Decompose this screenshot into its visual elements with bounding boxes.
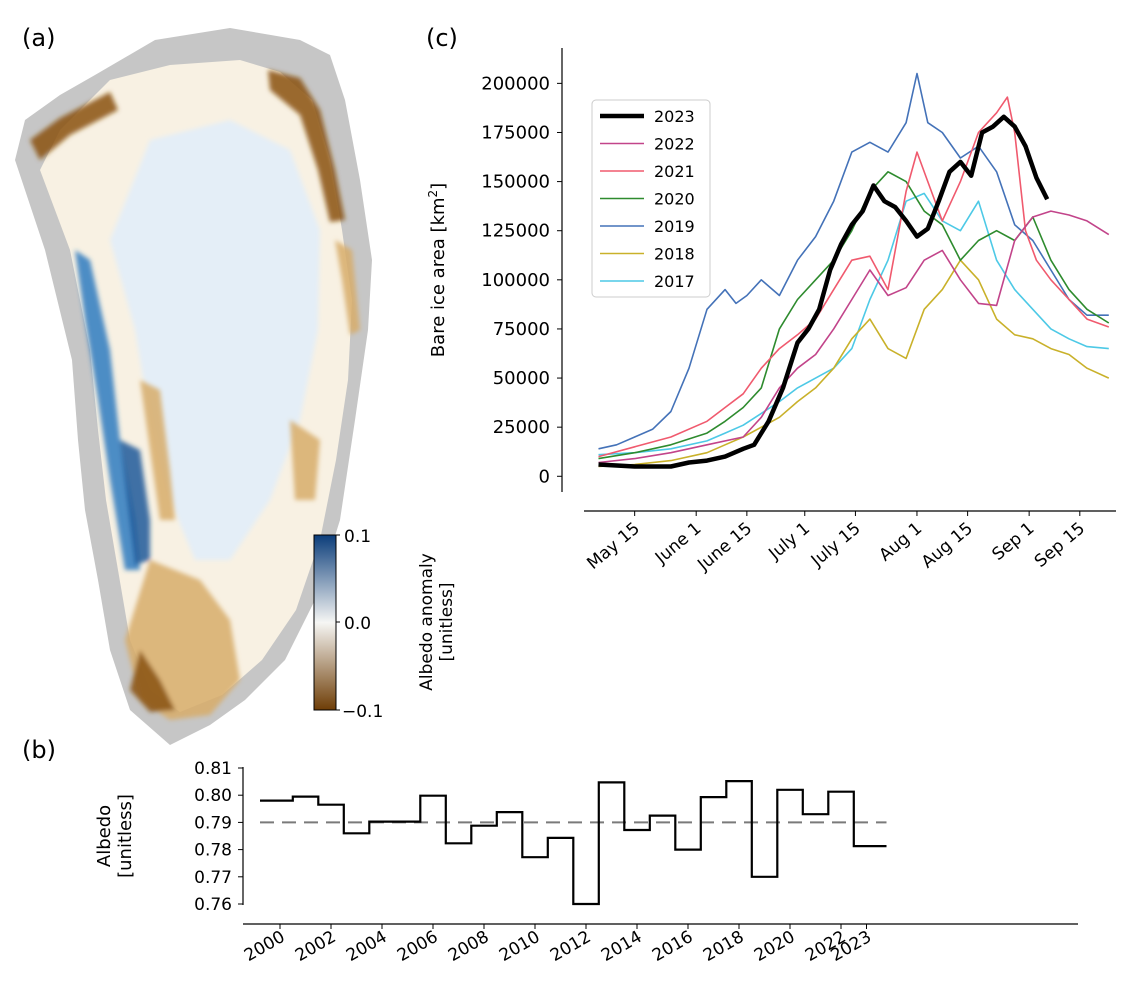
x-tick-label: 2018 <box>700 927 747 966</box>
series-line-2018 <box>598 259 1110 468</box>
y-axis-label-line1: Albedo <box>94 805 115 867</box>
x-tick-label: 2014 <box>598 927 645 966</box>
albedo-chart: 0.810.800.790.780.770.76 2000 2002 2004 200… <box>94 759 1078 966</box>
margin-anomaly-region <box>140 380 175 520</box>
margin-anomaly-region <box>130 650 175 712</box>
bare-ice-area-chart: 200000 175000 150000 125000 100000 75000 50000… <box>426 48 1116 576</box>
x-tick-label: 2012 <box>547 927 594 966</box>
greenland-albedo-anomaly-map <box>15 28 372 745</box>
series-line-2017 <box>598 192 1109 456</box>
colorbar-tick-label: 0.0 <box>344 614 371 634</box>
y-ticks: 200000 175000 150000 125000 100000 75000 50000… <box>481 73 562 487</box>
legend-frame <box>591 99 711 298</box>
y-tick-label: 200000 <box>481 73 550 94</box>
y-axis-label-end: ] <box>428 183 449 190</box>
x-tick-label: 2016 <box>649 927 696 966</box>
x-ticks: 2000 2002 2004 2006 2008 2010 2012 2014 2016 2018… <box>241 924 875 966</box>
colorbar-label-line2: [unitless] <box>437 582 457 661</box>
x-tick-label: 2006 <box>394 927 441 966</box>
colorbar: 0.1 0.0 −0.1 Albedo anomaly [unitless] <box>313 527 457 722</box>
y-tick-label: 0.78 <box>194 841 232 861</box>
y-axis-label-main: Bare ice area [km <box>428 197 449 357</box>
x-tick-label: June 15 <box>693 519 756 576</box>
y-tick-label: 100000 <box>481 270 550 291</box>
legend-label-2023: 2023 <box>654 107 695 126</box>
margin-anomaly-region <box>75 250 140 570</box>
x-tick-label: Aug 15 <box>918 519 977 573</box>
legend: 2023 2022 2021 2020 2019 2018 2017 <box>591 99 711 298</box>
series-line-2019 <box>598 72 1109 450</box>
colorbar-tick-label: −0.1 <box>342 702 383 722</box>
y-tick-label: 0.77 <box>194 868 232 888</box>
x-tick-label: 2010 <box>496 927 543 966</box>
y-tick-label: 75000 <box>493 319 550 340</box>
panel-label-b: (b) <box>22 736 56 764</box>
margin-anomaly-region <box>120 440 150 565</box>
legend-label-2022: 2022 <box>654 135 695 154</box>
colorbar-gradient <box>313 534 337 711</box>
y-axis-label-line2: [unitless] <box>115 794 136 878</box>
y-tick-label: 0.81 <box>194 759 232 779</box>
y-tick-label: 150000 <box>481 172 550 193</box>
legend-label-2020: 2020 <box>654 190 695 209</box>
y-tick-label: 0.80 <box>194 786 232 806</box>
y-ticks: 0.81 0.80 0.79 0.78 0.77 0.76 <box>194 759 243 915</box>
panel-label-c: (c) <box>426 24 458 52</box>
legend-label-2017: 2017 <box>654 272 695 291</box>
ice-margin-anomalies <box>30 70 360 720</box>
margin-anomaly-region <box>290 420 320 500</box>
margin-anomaly-region <box>30 92 118 160</box>
series-line-2023 <box>598 114 1050 469</box>
y-axis-label: Bare ice area [km2] <box>426 183 449 357</box>
x-tick-label: Sep 15 <box>1031 519 1089 572</box>
x-tick-label: July 1 <box>765 519 814 565</box>
y-tick-label: 0.76 <box>194 895 232 915</box>
series-line-2021 <box>598 96 1110 458</box>
legend-label-2021: 2021 <box>654 162 695 181</box>
series-lines <box>598 72 1110 469</box>
x-tick-label: 2004 <box>343 927 390 966</box>
x-tick-label: July 15 <box>807 519 865 572</box>
y-tick-label: 175000 <box>481 122 550 143</box>
y-tick-label: 125000 <box>481 221 550 242</box>
legend-label-2019: 2019 <box>654 217 695 236</box>
y-tick-label: 50000 <box>493 368 550 389</box>
colorbar-label-line1: Albedo anomaly <box>417 553 437 691</box>
legend-label-2018: 2018 <box>654 245 695 264</box>
margin-anomaly-region <box>335 240 360 335</box>
panel-label-a: (a) <box>22 24 56 52</box>
x-tick-label: 2000 <box>241 927 288 966</box>
y-tick-label: 0.79 <box>194 813 232 833</box>
x-tick-label: May 15 <box>583 519 643 574</box>
y-axis-label-sup: 2 <box>426 190 440 198</box>
series-line-albedo <box>260 780 887 906</box>
series-line-2022 <box>598 210 1110 464</box>
y-tick-label: 25000 <box>493 417 550 438</box>
x-tick-label: 2020 <box>751 927 798 966</box>
x-tick-label: 2008 <box>445 927 492 966</box>
y-tick-label: 0 <box>539 466 550 487</box>
margin-anomaly-region <box>268 70 345 222</box>
colorbar-tick-label: 0.1 <box>344 527 371 547</box>
x-tick-label: 2002 <box>292 927 339 966</box>
